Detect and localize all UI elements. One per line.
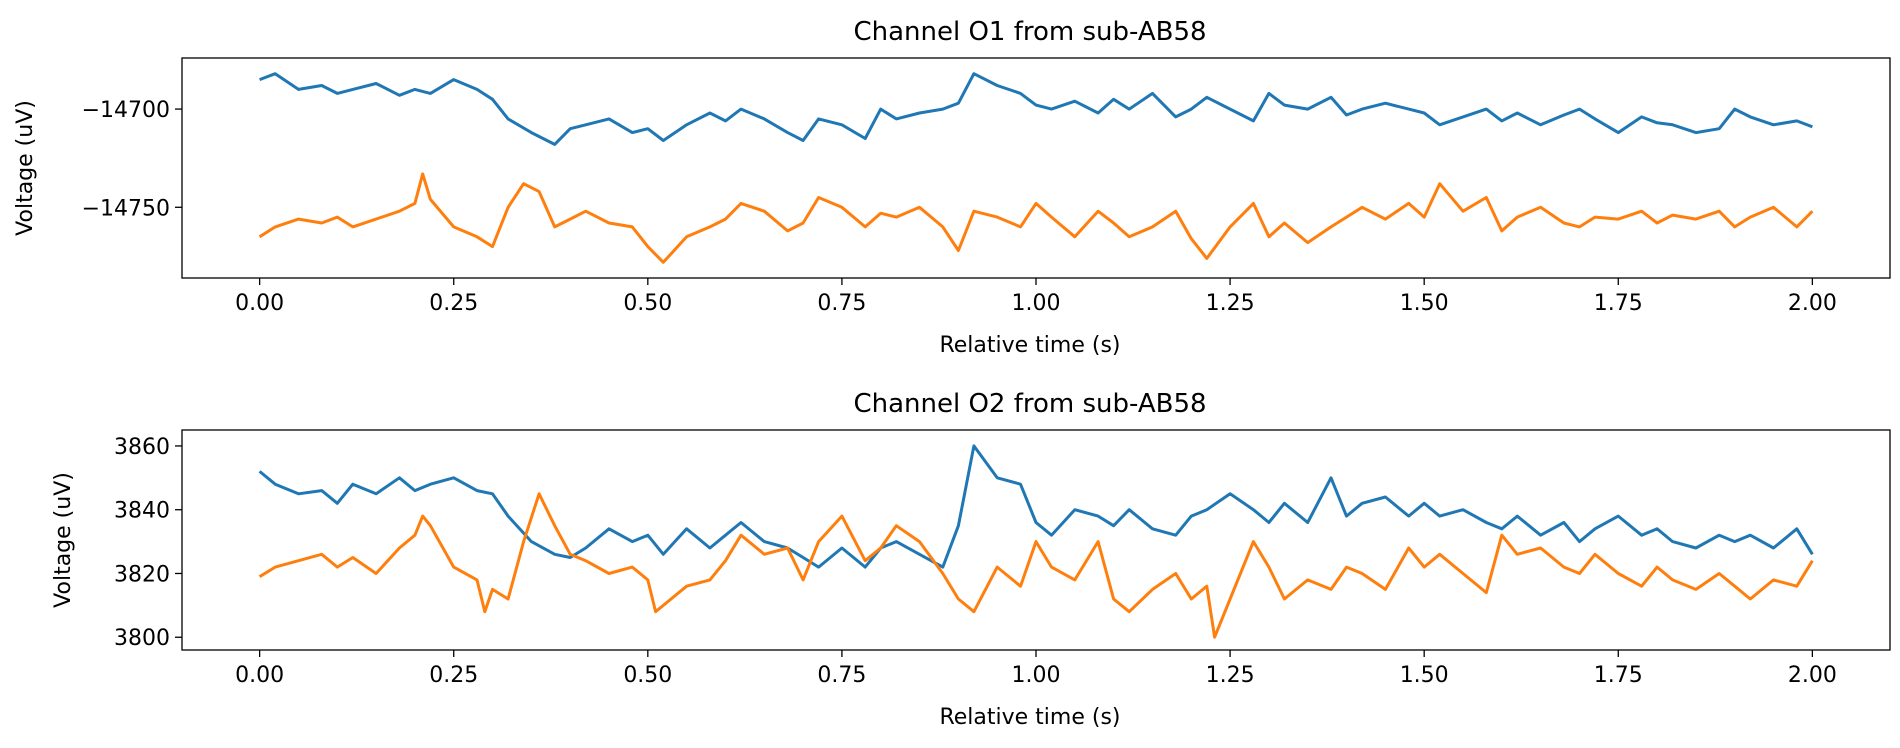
x-tick-label: 0.25 xyxy=(429,663,478,688)
plot-area: 0.00 0.25 0.50 0.75 1.00 1.25 1.50 1.75 2.00 3800… xyxy=(114,429,1891,688)
x-tick-label: 2.00 xyxy=(1788,663,1837,688)
x-tick-label: 1.50 xyxy=(1400,291,1449,316)
x-tick-label: 0.75 xyxy=(817,291,866,316)
x-tick-label: 0.50 xyxy=(623,291,672,316)
y-axis-label-group: Voltage (uV) xyxy=(13,100,38,236)
plot-area: 0.00 0.25 0.50 0.75 1.00 1.25 1.50 1.75 2.00 −147… xyxy=(82,57,1891,316)
x-tick-label: 0.75 xyxy=(817,663,866,688)
x-tick-label: 1.75 xyxy=(1594,663,1643,688)
y-tick-label: 3840 xyxy=(114,499,170,524)
x-tick-label: 0.00 xyxy=(235,663,284,688)
series-line-1 xyxy=(259,72,1813,146)
chart-title: Channel O2 from sub-AB58 xyxy=(853,389,1206,419)
x-tick-label: 1.00 xyxy=(1012,291,1061,316)
x-tick-label: 2.00 xyxy=(1788,291,1837,316)
chart-panel-o1: Channel O1 from sub-AB58 Voltage (uV) Re… xyxy=(13,17,1891,358)
x-axis-label: Relative time (s) xyxy=(939,705,1120,730)
x-tick-label: 0.00 xyxy=(235,291,284,316)
y-tick-label: 3860 xyxy=(114,435,170,460)
y-axis-label: Voltage (uV) xyxy=(51,472,76,608)
series-line-1 xyxy=(258,444,1814,569)
x-axis-label: Relative time (s) xyxy=(939,333,1120,358)
series-line-2 xyxy=(258,492,1814,639)
x-tick-label: 1.50 xyxy=(1400,663,1449,688)
x-tick-label: 1.75 xyxy=(1594,291,1643,316)
y-tick-label: 3800 xyxy=(114,626,170,651)
x-tick-label: 0.25 xyxy=(429,291,478,316)
chart-title: Channel O1 from sub-AB58 xyxy=(853,17,1206,47)
x-tick-label: 0.50 xyxy=(623,663,672,688)
y-tick-label: −14700 xyxy=(82,98,170,123)
series-line-2 xyxy=(258,172,1814,264)
y-tick-label: −14750 xyxy=(82,196,170,221)
x-tick-label: 1.00 xyxy=(1012,663,1061,688)
x-tick-label: 1.25 xyxy=(1206,663,1255,688)
y-axis-label: Voltage (uV) xyxy=(13,100,38,236)
y-axis-label-group: Voltage (uV) xyxy=(51,472,76,608)
chart-panel-o2: Channel O2 from sub-AB58 Voltage (uV) Re… xyxy=(51,389,1891,730)
y-tick-label: 3820 xyxy=(114,562,170,587)
x-tick-label: 1.25 xyxy=(1206,291,1255,316)
